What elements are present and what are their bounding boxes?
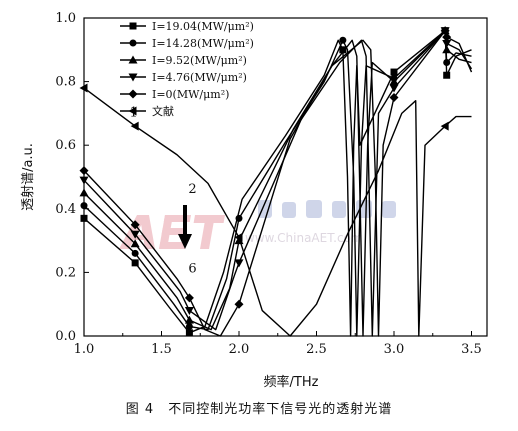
point-marker — [184, 293, 194, 303]
point-marker — [130, 121, 139, 131]
x-tick-label: 2.5 — [306, 342, 327, 357]
y-axis-title: 透射谱/a.u. — [20, 143, 36, 211]
point-marker — [130, 230, 140, 239]
y-tick-label: 0.6 — [55, 138, 76, 153]
point-marker — [79, 176, 89, 185]
point-marker — [80, 214, 88, 222]
marker-layer — [79, 26, 452, 337]
point-marker — [131, 259, 139, 267]
annotation-label: 2 — [188, 182, 196, 197]
figure-caption: 图 4 不同控制光功率下信号光的透射光谱 — [125, 402, 393, 417]
point-marker — [128, 73, 138, 82]
point-marker — [79, 166, 89, 176]
point-marker — [442, 39, 452, 48]
annotation-layer: 126 — [129, 106, 196, 277]
x-tick-label: 3.5 — [461, 342, 482, 357]
point-marker — [235, 214, 243, 222]
point-marker — [442, 45, 452, 54]
point-marker — [339, 46, 347, 54]
point-marker — [128, 106, 137, 116]
point-marker — [185, 322, 193, 330]
plot-frame — [83, 17, 488, 337]
point-marker — [443, 59, 451, 67]
x-tick-label: 2.0 — [229, 342, 250, 357]
point-marker — [390, 68, 398, 76]
point-marker — [128, 55, 138, 64]
legend-label: I=9.52(MW/μm²) — [152, 54, 247, 67]
point-marker — [440, 26, 450, 36]
transmission-spectrum-chart: www.ChinaAET.com 1.0 1.5 2.0 2.5 3.0 3.5 0.0 0.… — [20, 11, 488, 390]
point-marker — [79, 83, 88, 93]
watermark: www.ChinaAET.com — [119, 200, 396, 249]
legend-label: I=0(MW/μm²) — [152, 88, 229, 101]
y-tick-label: 0.4 — [55, 202, 76, 217]
series-line-5 — [83, 87, 472, 337]
y-tick-label: 1.0 — [55, 11, 76, 26]
point-marker — [234, 259, 244, 268]
point-marker — [185, 329, 193, 337]
point-marker — [389, 93, 399, 102]
legend-label: 文献 — [152, 104, 174, 118]
watermark-url: www.ChinaAET.com — [245, 231, 363, 245]
point-marker — [234, 236, 244, 245]
point-marker — [443, 71, 451, 79]
x-tick-label: 1.5 — [151, 342, 172, 357]
watermark-slogan-glyphs — [258, 200, 396, 218]
axis-ticks: 1.0 1.5 2.0 2.5 3.0 3.5 0.0 0.2 0.4 0.6 0.8 1.0 — [55, 11, 482, 357]
x-tick-label: 1.0 — [74, 342, 95, 357]
point-marker — [339, 36, 347, 44]
point-marker — [128, 89, 138, 99]
point-marker — [129, 39, 137, 47]
point-marker — [440, 121, 449, 131]
point-marker — [131, 249, 139, 257]
y-tick-label: 0.0 — [55, 329, 76, 344]
legend-label: I=19.04(MW/μm²) — [152, 20, 254, 33]
point-marker — [79, 188, 89, 197]
power-arrow — [178, 205, 192, 249]
point-marker — [130, 239, 140, 248]
x-tick-label: 3.0 — [384, 342, 405, 357]
legend: I=19.04(MW/μm²) I=14.28(MW/μm²) I=9.52(MW/… — [120, 20, 254, 118]
y-tick-label: 0.8 — [55, 75, 76, 90]
point-marker — [184, 307, 194, 316]
point-marker — [442, 32, 452, 42]
point-marker — [389, 84, 399, 93]
x-axis-title: 频率/THz — [264, 374, 319, 390]
point-marker — [129, 22, 137, 30]
point-marker — [80, 202, 88, 210]
legend-label: I=4.76(MW/μm²) — [152, 71, 247, 84]
point-marker — [130, 220, 140, 230]
point-marker — [184, 315, 194, 324]
point-marker — [234, 299, 244, 309]
legend-label: I=14.28(MW/μm²) — [152, 37, 254, 50]
annotation-label: 6 — [188, 261, 196, 276]
point-marker — [389, 77, 399, 86]
point-marker — [234, 232, 243, 242]
y-tick-label: 0.2 — [55, 265, 76, 280]
